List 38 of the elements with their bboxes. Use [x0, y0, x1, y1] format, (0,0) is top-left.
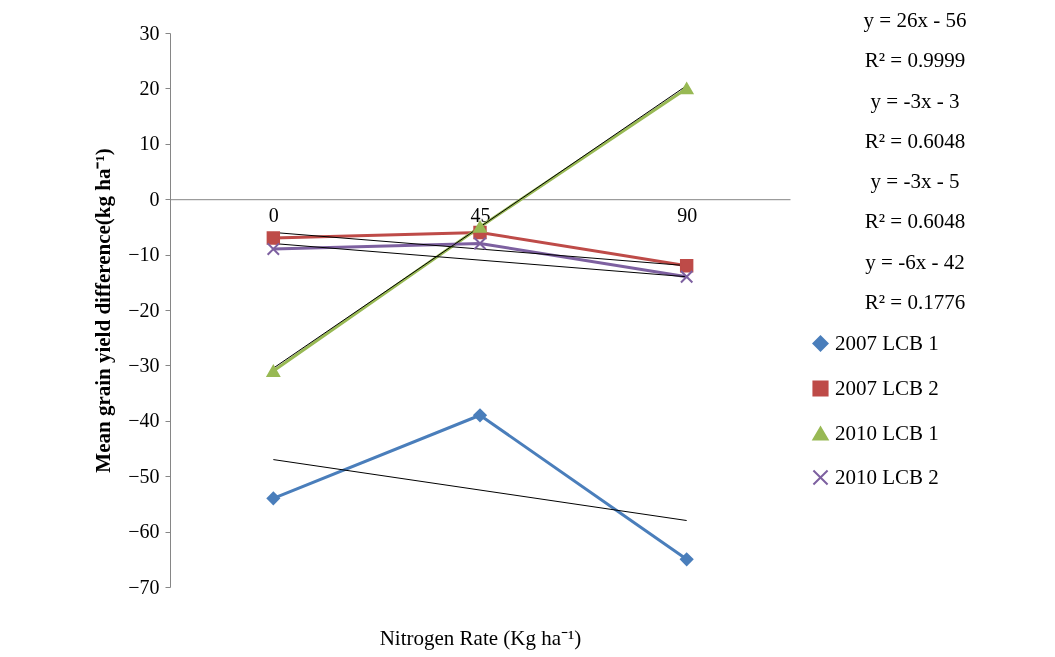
point: [679, 258, 694, 273]
y-tick-label: −20: [128, 298, 160, 321]
point: [473, 408, 487, 422]
x-tick-label: 45: [470, 203, 491, 226]
y-tick-label: −50: [128, 464, 160, 487]
y-tick-label: −30: [128, 353, 160, 376]
x-tick-label: 0: [268, 203, 279, 226]
point: [473, 236, 487, 251]
point: [679, 552, 694, 566]
legend-label: 2010 LCB 1: [835, 420, 939, 445]
point: [266, 491, 281, 506]
y-tick-label: 0: [149, 187, 160, 210]
y-tick-label: −70: [128, 575, 160, 598]
y-tick-label: −10: [128, 243, 160, 266]
text: R² = 0.6048: [864, 128, 966, 153]
x-tick-label: 90: [677, 203, 698, 226]
y-tick-label: 30: [139, 21, 160, 44]
y-tick-label: 20: [139, 76, 160, 99]
point: [266, 365, 281, 377]
point: [266, 231, 281, 245]
text: R² = 0.1776: [864, 290, 966, 314]
y-tick-label: −40: [128, 409, 160, 432]
legend-label: 2007 LCB 1: [835, 330, 939, 355]
text: y = -3x - 5: [870, 169, 960, 194]
point: [679, 82, 694, 95]
text: y = -6x - 42: [865, 249, 965, 274]
point: [266, 242, 281, 256]
legend-label: 2010 LCB 2: [835, 464, 939, 489]
x-axis-title: Nitrogen Rate (Kg ha⁻¹): [379, 625, 582, 650]
text: y = -3x - 3: [870, 88, 960, 113]
text: R² = 0.6048: [864, 209, 966, 234]
text: R² = 0.9999: [864, 48, 966, 73]
point: [679, 270, 694, 284]
y-tick-label: −60: [128, 520, 160, 543]
text: y = 26x - 56: [863, 8, 967, 32]
legend-label: 2007 LCB 2: [835, 375, 939, 400]
y-axis-title: Mean grain yield difference(kg ha⁻¹): [91, 148, 116, 473]
y-tick-label: 10: [139, 132, 160, 155]
